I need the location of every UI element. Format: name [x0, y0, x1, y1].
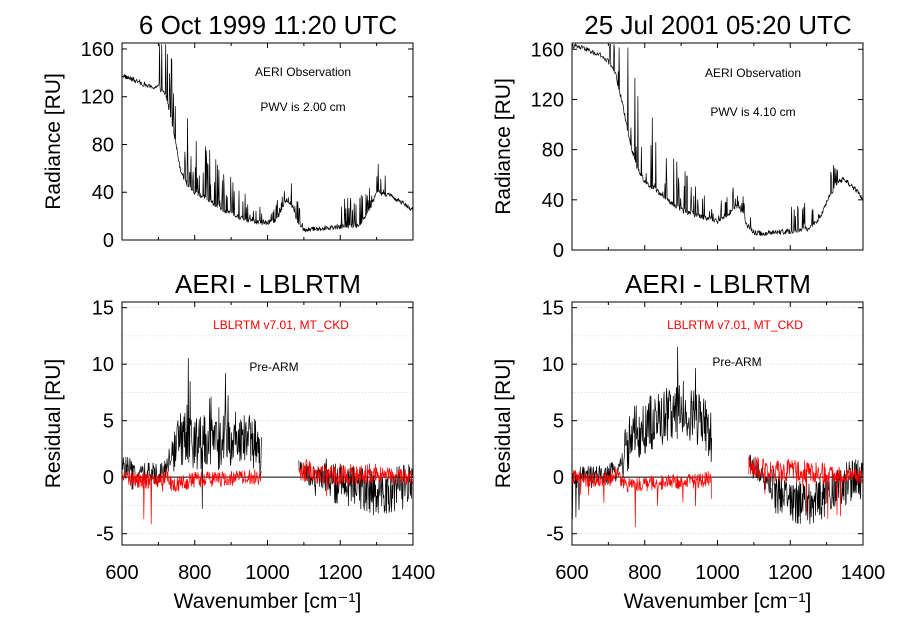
plot-annotation: Pre-ARM — [249, 360, 298, 374]
y-tick-label: -5 — [96, 524, 114, 546]
y-tick-label: 0 — [553, 467, 564, 489]
series-pre-arm-residual — [121, 357, 414, 516]
plot-annotation: LBLRTM v7.01, MT_CKD — [667, 318, 803, 332]
y-axis-label: Radiance [RU] — [42, 73, 65, 210]
panel-title: AERI - LBLRTM — [175, 269, 361, 299]
y-tick-label: 15 — [92, 298, 114, 320]
plot-annotation: LBLRTM v7.01, MT_CKD — [213, 318, 349, 332]
panel-title: 6 Oct 1999 11:20 UTC — [139, 10, 397, 40]
y-tick-label: 120 — [81, 87, 114, 109]
x-axis-label: Wavenumber [cm⁻¹] — [624, 590, 812, 613]
x-tick-label: 800 — [178, 562, 211, 584]
x-tick-label: 1400 — [841, 562, 886, 584]
plot-annotation: AERI Observation — [705, 66, 801, 80]
plot-annotation: PWV is 2.00 cm — [260, 100, 345, 114]
y-axis-label: Radiance [RU] — [492, 78, 515, 215]
y-tick-label: 40 — [542, 190, 564, 212]
y-tick-label: 160 — [81, 39, 114, 61]
x-tick-label: 600 — [105, 562, 138, 584]
y-axis-label: Residual [RU] — [492, 359, 515, 489]
plot-annotation: Pre-ARM — [712, 355, 761, 369]
y-tick-label: 5 — [553, 411, 564, 433]
y-tick-label: 5 — [103, 411, 114, 433]
panel-title: AERI - LBLRTM — [625, 269, 811, 299]
series-lblrtm-residual — [571, 454, 864, 528]
series-pre-arm-residual — [571, 346, 864, 525]
y-tick-label: 40 — [92, 182, 114, 204]
x-axis-label: Wavenumber [cm⁻¹] — [174, 590, 362, 613]
panel-title: 25 Jul 2001 05:20 UTC — [584, 10, 851, 40]
y-tick-label: 80 — [92, 134, 114, 156]
y-tick-label: 0 — [103, 467, 114, 489]
series-aeri-observation — [121, 44, 414, 233]
series-aeri-observation — [571, 42, 864, 237]
y-tick-label: 80 — [542, 140, 564, 162]
y-axis-label: Residual [RU] — [42, 359, 65, 489]
x-tick-label: 1200 — [318, 562, 363, 584]
x-tick-label: 800 — [628, 562, 661, 584]
x-tick-label: 1400 — [391, 562, 436, 584]
y-tick-label: 10 — [542, 354, 564, 376]
y-tick-label: -5 — [546, 524, 564, 546]
x-tick-label: 1200 — [768, 562, 813, 584]
x-tick-label: 1000 — [695, 562, 740, 584]
plot-annotation: AERI Observation — [255, 65, 351, 79]
plot-annotation: PWV is 4.10 cm — [710, 105, 795, 119]
series-lblrtm-residual — [121, 458, 414, 525]
y-tick-label: 120 — [531, 89, 564, 111]
x-tick-label: 1000 — [245, 562, 290, 584]
y-tick-label: 0 — [103, 230, 114, 252]
x-tick-label: 600 — [555, 562, 588, 584]
y-tick-label: 15 — [542, 298, 564, 320]
y-tick-label: 0 — [553, 240, 564, 262]
y-tick-label: 10 — [92, 354, 114, 376]
y-tick-label: 160 — [531, 39, 564, 61]
